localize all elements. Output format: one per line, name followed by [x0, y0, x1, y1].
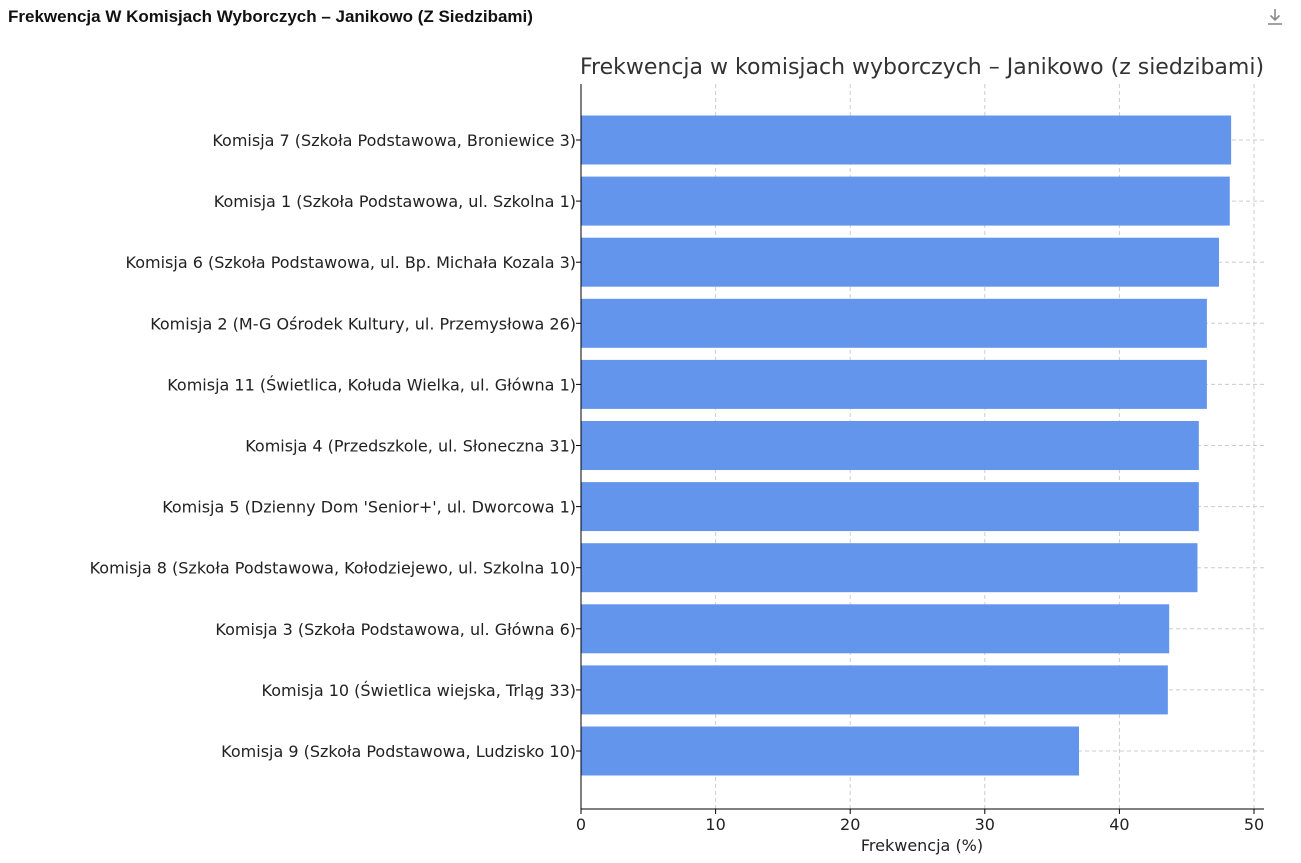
- category-label: Komisja 10 (Świetlica wiejska, Trląg 33): [262, 681, 576, 700]
- bar: [581, 298, 1207, 348]
- category-label: Komisja 2 (M-G Ośrodek Kultury, ul. Prze…: [150, 314, 576, 333]
- category-label: Komisja 5 (Dzienny Dom 'Senior+', ul. Dw…: [162, 498, 576, 517]
- bars: [581, 115, 1232, 776]
- page-title: Frekwencja W Komisjach Wyborczych – Jani…: [8, 7, 533, 26]
- bar: [581, 359, 1207, 409]
- download-icon[interactable]: [1264, 6, 1286, 28]
- x-tick-label: 0: [576, 815, 586, 834]
- x-tick-label: 20: [840, 815, 860, 834]
- bar: [581, 604, 1170, 654]
- category-label: Komisja 1 (Szkoła Podstawowa, ul. Szkoln…: [214, 192, 576, 211]
- chart-title: Frekwencja w komisjach wyborczych – Jani…: [580, 55, 1264, 80]
- bar: [581, 115, 1232, 165]
- x-tick-labels: 0 10 20 30 40 50: [576, 809, 1264, 834]
- x-tick-label: 30: [975, 815, 995, 834]
- bar: [581, 543, 1198, 593]
- category-label: Komisja 6 (Szkoła Podstawowa, ul. Bp. Mi…: [126, 253, 576, 272]
- x-axis-label: Frekwencja (%): [861, 836, 983, 855]
- bar: [581, 665, 1168, 715]
- bar: [581, 726, 1080, 776]
- bar: [581, 176, 1230, 226]
- category-label: Komisja 11 (Świetlica, Kołuda Wielka, ul…: [167, 375, 576, 394]
- category-label: Komisja 8 (Szkoła Podstawowa, Kołodzieje…: [90, 559, 576, 578]
- category-label: Komisja 3 (Szkoła Podstawowa, ul. Główna…: [215, 620, 576, 639]
- x-tick-label: 50: [1244, 815, 1264, 834]
- header: Frekwencja W Komisjach Wyborczych – Jani…: [0, 0, 1301, 36]
- y-tick-labels: Komisja 7 (Szkoła Podstawowa, Broniewice…: [90, 131, 581, 761]
- category-label: Komisja 7 (Szkoła Podstawowa, Broniewice…: [212, 131, 576, 150]
- category-label: Komisja 9 (Szkoła Podstawowa, Ludzisko 1…: [221, 742, 576, 761]
- x-tick-label: 10: [705, 815, 725, 834]
- bar: [581, 482, 1199, 532]
- bar: [581, 237, 1220, 287]
- bar: [581, 421, 1199, 470]
- category-label: Komisja 4 (Przedszkole, ul. Słoneczna 31…: [245, 437, 576, 456]
- x-tick-label: 40: [1109, 815, 1129, 834]
